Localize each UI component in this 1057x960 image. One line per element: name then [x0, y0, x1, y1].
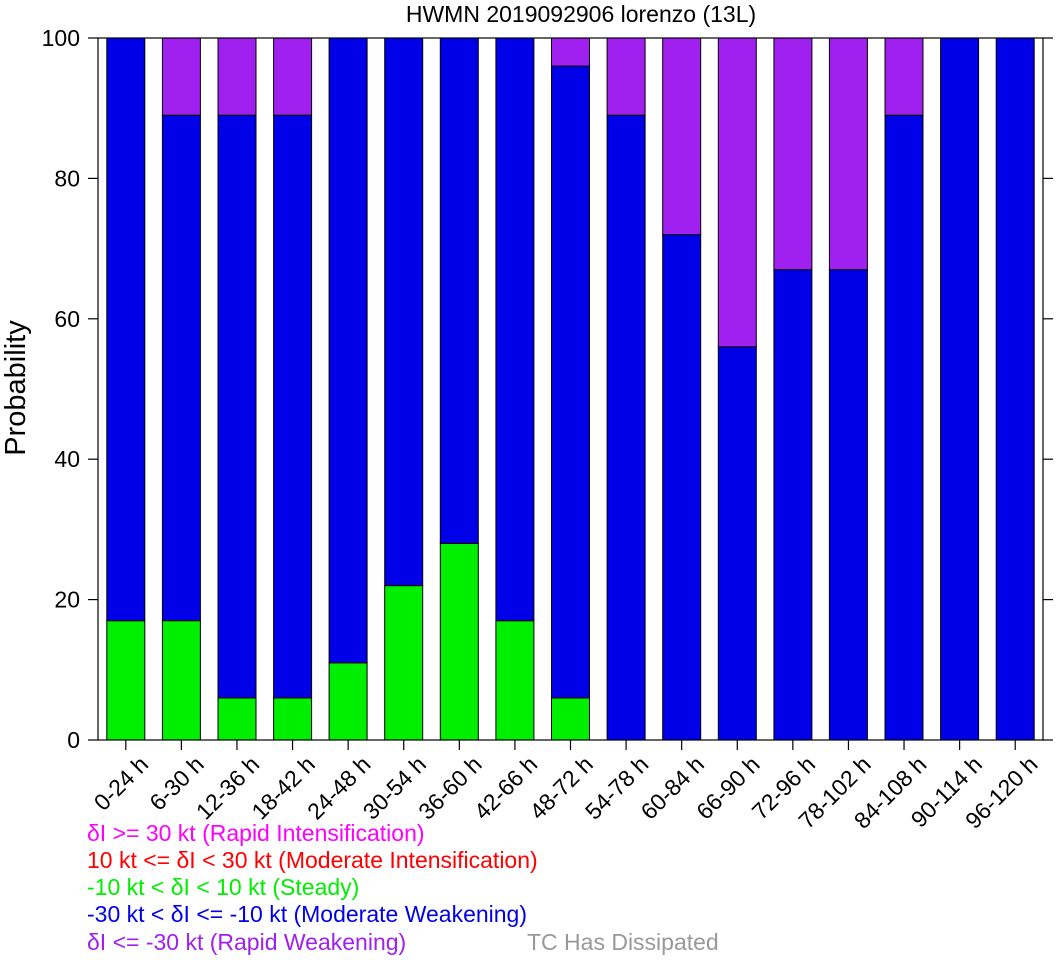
- bar-segment-12-3: [717, 37, 757, 348]
- legend-entry-5: δI <= -30 kt (Rapid Weakening): [87, 929, 407, 955]
- y-tick-label-100: 100: [42, 25, 80, 51]
- legend-entry-1: δI >= 30 kt (Rapid Intensification): [87, 820, 425, 846]
- bar-segment-8-1: [495, 620, 535, 741]
- y-tick-label-40: 40: [54, 446, 80, 472]
- bar-segment-4-1: [273, 697, 313, 741]
- bar-segment-14-3: [828, 37, 868, 271]
- bar-segment-6-1: [384, 585, 424, 741]
- bar-segment-4-3: [273, 37, 313, 116]
- bar-segment-13-2: [773, 269, 813, 741]
- bar-segment-12-2: [717, 346, 757, 741]
- bar-segment-5-1: [328, 662, 368, 741]
- bar-segment-6-2: [384, 37, 424, 587]
- bar-segment-9-1: [551, 697, 590, 741]
- legend-entry-4: -30 kt < δI <= -10 kt (Moderate Weakenin…: [87, 901, 528, 927]
- bar-segment-14-2: [828, 269, 868, 741]
- bar-segment-3-2: [217, 114, 257, 699]
- chart-title: HWMN 2019092906 lorenzo (13L): [406, 1, 756, 27]
- bar-segment-1-2: [106, 37, 146, 622]
- bar-segment-9-3: [551, 37, 590, 67]
- bar-segment-15-2: [884, 114, 924, 741]
- y-tick-label-80: 80: [54, 165, 80, 191]
- bar-segment-11-3: [662, 37, 702, 236]
- bars-group: [106, 37, 1035, 741]
- bar-segment-2-2: [161, 114, 201, 622]
- legend-entry-3: -10 kt < δI < 10 kt (Steady): [87, 874, 360, 900]
- bar-segment-8-2: [495, 37, 535, 622]
- bar-segment-17-2: [995, 37, 1035, 741]
- bar-segment-15-3: [884, 37, 924, 116]
- y-tick-label-20: 20: [54, 587, 80, 613]
- bar-segment-10-2: [606, 114, 646, 741]
- y-axis-label: Probability: [0, 320, 32, 456]
- bar-segment-2-3: [161, 37, 201, 116]
- bar-segment-1-1: [106, 620, 146, 741]
- y-axis: 0 20 40 60 80 100: [42, 25, 1053, 753]
- bar-segment-4-2: [273, 114, 313, 699]
- y-tick-label-60: 60: [54, 306, 80, 332]
- bar-segment-2-1: [161, 620, 201, 741]
- bar-segment-9-2: [551, 65, 590, 699]
- bar-segment-11-2: [662, 234, 702, 741]
- bar-segment-3-3: [217, 37, 257, 116]
- legend-entry-6: TC Has Dissipated: [527, 929, 719, 955]
- x-tick-label-1: 0-24 h: [89, 751, 154, 816]
- bar-segment-16-2: [940, 37, 980, 741]
- bar-segment-10-3: [606, 37, 646, 116]
- y-tick-label-0: 0: [67, 727, 80, 753]
- bar-segment-5-2: [328, 37, 368, 664]
- bar-segment-13-3: [773, 37, 813, 271]
- legend-entry-2: 10 kt <= δI < 30 kt (Moderate Intensific…: [87, 847, 538, 873]
- bar-segment-3-1: [217, 697, 257, 741]
- bar-segment-7-1: [439, 542, 479, 741]
- bar-segment-7-2: [439, 37, 479, 544]
